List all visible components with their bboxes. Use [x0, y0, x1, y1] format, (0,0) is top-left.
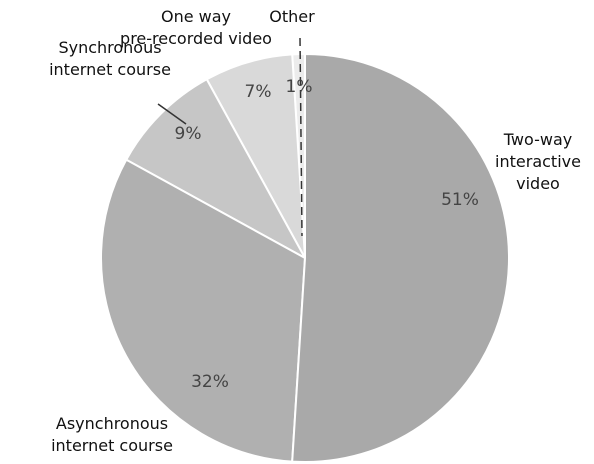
pie-slice	[124, 77, 308, 261]
leader-line	[157, 103, 187, 125]
category-label: Synchronous internet course	[49, 38, 171, 79]
category-label: One way pre-recorded video	[120, 7, 272, 48]
category-label: Other	[269, 7, 315, 26]
data-label: 7%	[245, 82, 272, 102]
leader-line	[299, 37, 303, 237]
data-label: 51%	[441, 190, 479, 210]
data-label: 32%	[191, 372, 229, 392]
pie-slice	[291, 52, 511, 463]
pie-slice	[100, 158, 307, 463]
category-label: Asynchronous internet course	[51, 414, 173, 455]
data-label: 1%	[286, 77, 313, 97]
data-label: 9%	[175, 124, 202, 144]
category-label: Two-way interactive video	[495, 130, 581, 193]
